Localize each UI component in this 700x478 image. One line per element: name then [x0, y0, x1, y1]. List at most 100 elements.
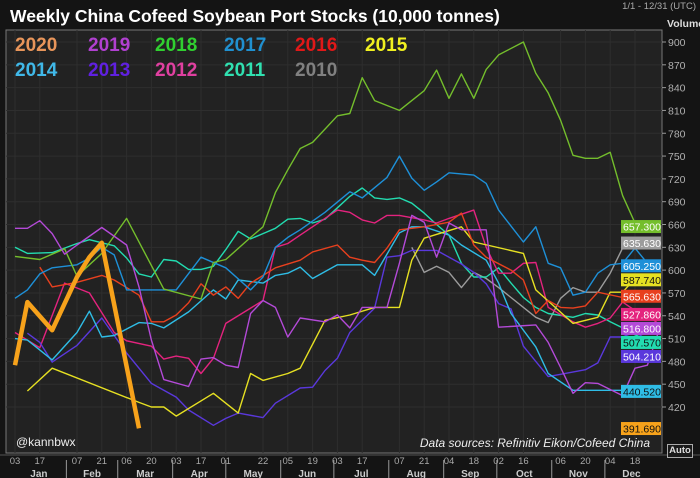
month-label: Apr [191, 469, 208, 478]
y-tick-label: 480 [668, 356, 686, 368]
series-line-2016 [39, 212, 648, 323]
y-tick-label: 690 [668, 197, 686, 209]
last-value-badge-2011: 507.570 [621, 335, 661, 349]
last-value-label: 635.630 [623, 238, 661, 250]
legend-item-2020[interactable]: 2020 [15, 35, 58, 56]
x-tick-label: 03 [171, 456, 182, 467]
y-tick-label: 870 [668, 60, 686, 72]
y-tick-label: 450 [668, 379, 686, 391]
last-value-label: 391.690 [623, 424, 661, 436]
month-label: Nov [569, 469, 588, 478]
date-range[interactable]: 1/1 - 12/31 (UTC) [622, 1, 696, 12]
x-tick-label: 16 [518, 456, 529, 467]
month-label: Feb [83, 469, 101, 478]
y-tick-label: 840 [668, 83, 686, 95]
series-line-2015 [26, 226, 636, 417]
series-line-2017 [14, 155, 659, 299]
last-value-badge-2020: 391.690 [621, 422, 661, 436]
last-value-badge-bg [621, 384, 661, 398]
last-value-label: 587.740 [623, 275, 661, 287]
y-tick-label: 660 [668, 220, 686, 232]
x-tick-label: 20 [146, 456, 157, 467]
last-value-badge-bg [621, 321, 661, 335]
last-value-label: 516.800 [623, 323, 661, 335]
y-tick-label: 570 [668, 288, 686, 300]
x-tick-label: 03 [10, 456, 21, 467]
x-tick-label: 17 [357, 456, 368, 467]
last-value-badge-2015: 587.740 [621, 273, 661, 287]
auto-scale-button[interactable]: Auto [667, 444, 693, 458]
series-line-2014 [14, 226, 648, 391]
legend-item-2019[interactable]: 2019 [88, 35, 131, 56]
legend-item-2018[interactable]: 2018 [155, 35, 198, 56]
month-label: May [244, 469, 264, 478]
series-line-2020 [12, 240, 142, 429]
last-value-label: 605.250 [623, 261, 661, 273]
author-handle: @kannbwx [16, 435, 76, 449]
last-value-badge-2013: 504.210 [621, 349, 661, 363]
legend-item-2017[interactable]: 2017 [224, 35, 267, 56]
x-tick-label: 22 [258, 456, 269, 467]
y-tick-label: 750 [668, 151, 686, 163]
month-label: Jan [30, 469, 47, 478]
x-tick-label: 05 [283, 456, 294, 467]
series-line-2018 [14, 41, 659, 300]
plot-area [5, 29, 663, 454]
month-label: Dec [622, 469, 641, 478]
month-label: Sep [461, 469, 479, 478]
legend-item-2014[interactable]: 2014 [15, 60, 58, 81]
last-value-badge-2017: 605.250 [621, 259, 661, 273]
last-value-badge-bg [621, 236, 661, 250]
y-tick-label: 510 [668, 334, 686, 346]
month-label: Jun [298, 469, 316, 478]
legend-item-2011[interactable]: 2011 [224, 60, 266, 81]
x-tick-label: 04 [605, 456, 616, 467]
x-tick-label: 06 [555, 456, 566, 467]
y-tick-label: 780 [668, 128, 686, 140]
last-value-label: 657.300 [623, 222, 661, 234]
legend-item-2015[interactable]: 2015 [365, 35, 408, 56]
x-tick-label: 18 [469, 456, 480, 467]
last-value-badge-bg [621, 335, 661, 349]
last-value-badge-bg [621, 307, 661, 321]
last-value-badge-2018: 657.300 [621, 220, 661, 234]
y-tick-label: 810 [668, 105, 686, 117]
x-tick-label: 21 [97, 456, 108, 467]
month-label: Oct [516, 469, 533, 478]
legend-item-2016[interactable]: 2016 [295, 35, 338, 56]
x-tick-label: 19 [307, 456, 318, 467]
y-tick-label: 540 [668, 311, 686, 323]
last-value-label: 565.630 [623, 291, 661, 303]
last-value-badge-bg [621, 259, 661, 273]
last-value-label: 527.860 [623, 309, 661, 321]
y-tick-label: 720 [668, 174, 686, 186]
legend-item-2010[interactable]: 2010 [295, 60, 338, 81]
legend-item-2013[interactable]: 2013 [88, 60, 131, 81]
x-tick-label: 21 [419, 456, 430, 467]
month-label: Jul [354, 469, 369, 478]
last-value-badge-bg [621, 220, 661, 234]
x-tick-label: 07 [394, 456, 405, 467]
x-tick-label: 04 [444, 456, 455, 467]
legend-item-2012[interactable]: 2012 [155, 60, 198, 81]
y-tick-label: 600 [668, 265, 686, 277]
last-value-badge-bg [621, 422, 661, 436]
last-value-badge-2012: 527.860 [621, 307, 661, 321]
month-label: Aug [407, 469, 426, 478]
last-value-badge-2016: 565.630 [621, 289, 661, 303]
x-tick-label: 17 [196, 456, 207, 467]
last-value-label: 504.210 [623, 351, 661, 363]
last-value-badge-bg [621, 349, 661, 363]
last-value-badge-2019: 516.800 [621, 321, 661, 335]
volume-label: Volume [667, 18, 700, 30]
x-tick-label: 20 [580, 456, 591, 467]
last-value-badge-2010: 635.630 [621, 236, 661, 250]
x-tick-label: 07 [72, 456, 83, 467]
last-value-label: 507.570 [623, 337, 661, 349]
series-line-2019 [15, 214, 659, 397]
y-tick-label: 630 [668, 242, 686, 254]
data-source: Data sources: Refinitiv Eikon/Cofeed Chi… [419, 436, 650, 450]
last-value-badge-2014: 440.520 [621, 384, 661, 398]
x-tick-label: 02 [493, 456, 504, 467]
